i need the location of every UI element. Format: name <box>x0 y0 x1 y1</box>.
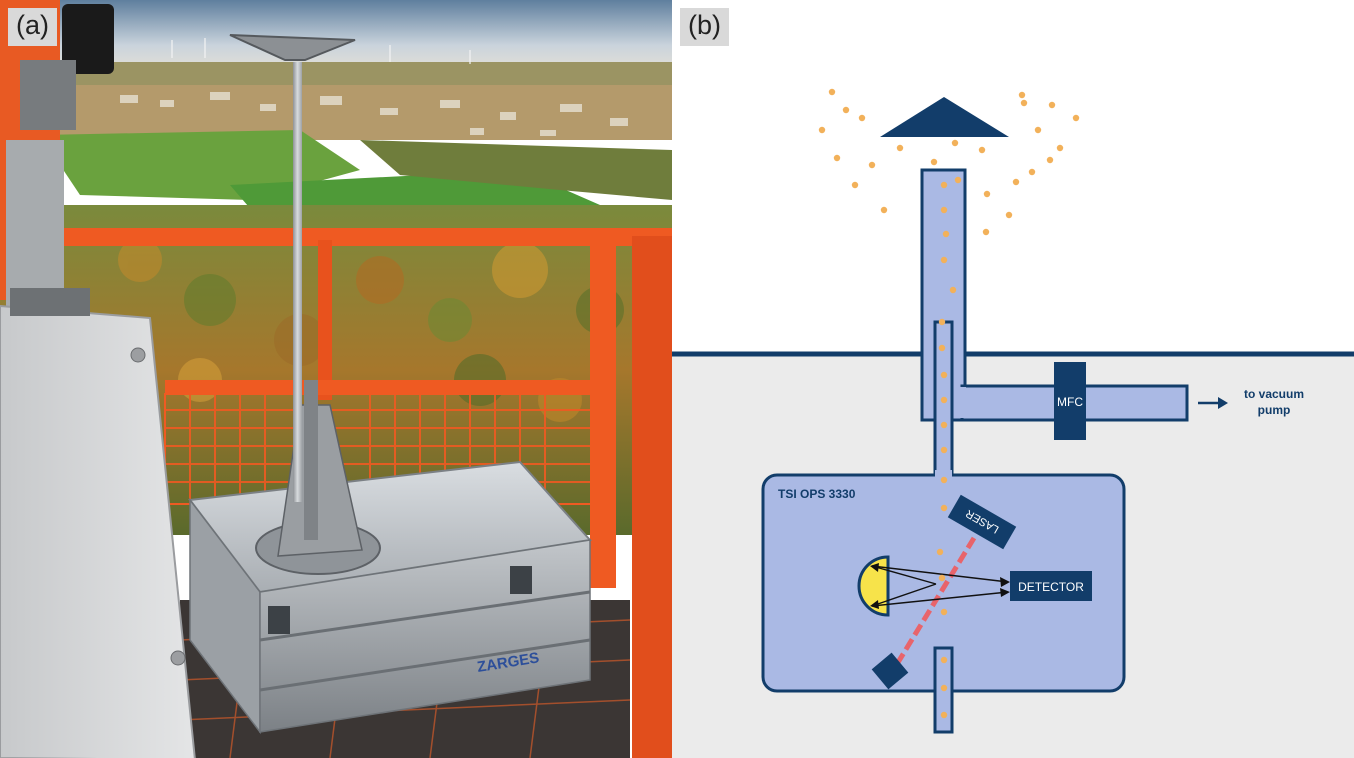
inlet-photo: ZARGES <box>0 0 672 758</box>
town <box>60 85 672 140</box>
particle-dot <box>950 287 956 293</box>
particle-dot <box>859 115 865 121</box>
particle-dot <box>941 609 947 615</box>
box-latch <box>510 566 532 594</box>
panel-label-a: (a) <box>8 8 57 46</box>
mast-panel <box>6 140 64 310</box>
inlet-tube <box>304 380 318 540</box>
particle-dot <box>941 505 947 511</box>
particle-dot <box>1035 127 1041 133</box>
particle-dot <box>1019 92 1025 98</box>
particle-dot <box>1057 145 1063 151</box>
particle-dot <box>937 549 943 555</box>
panel-label-b: (b) <box>680 8 729 46</box>
inlet-schematic: MFC to vacuum pump TSI OPS 3330 LASER DE… <box>672 0 1354 758</box>
particle-dot <box>881 207 887 213</box>
schematic-panel: MFC to vacuum pump TSI OPS 3330 LASER DE… <box>672 0 1354 758</box>
particle-dot <box>939 575 945 581</box>
particle-dot <box>983 229 989 235</box>
mfc-label: MFC <box>1057 395 1083 409</box>
particle-dot <box>1073 115 1079 121</box>
particle-dot <box>939 345 945 351</box>
particle-dot <box>941 397 947 403</box>
railing-corner <box>632 236 672 758</box>
detector-label: DETECTOR <box>1018 580 1084 594</box>
particle-dot <box>931 159 937 165</box>
particle-dot <box>819 127 825 133</box>
particle-dot <box>941 422 947 428</box>
particle-dot <box>939 319 945 325</box>
particle-dot <box>941 257 947 263</box>
particle-dot <box>941 447 947 453</box>
mast-bracket <box>20 60 76 130</box>
photo-panel: ZARGES (a) <box>0 0 672 758</box>
cabinet-screw-2 <box>171 651 185 665</box>
vacuum-label-line1: to vacuum <box>1244 387 1304 401</box>
particle-dot <box>941 685 947 691</box>
particle-dot <box>1021 100 1027 106</box>
box-latch-2 <box>268 606 290 634</box>
particle-dot <box>834 155 840 161</box>
particle-dot <box>1049 102 1055 108</box>
particle-dot <box>943 231 949 237</box>
particle-dot <box>941 477 947 483</box>
inlet-pole <box>293 62 302 502</box>
particle-dot <box>1047 157 1053 163</box>
vacuum-label-line2: pump <box>1258 403 1291 417</box>
particle-dot <box>843 107 849 113</box>
particle-dot <box>1013 179 1019 185</box>
particle-dot <box>829 89 835 95</box>
railing-post-right <box>590 228 616 588</box>
rain-cap-icon <box>880 97 1009 137</box>
cabinet-screw <box>131 348 145 362</box>
particle-dot <box>984 191 990 197</box>
particle-dot <box>979 147 985 153</box>
particle-dot <box>941 182 947 188</box>
particle-dot <box>941 657 947 663</box>
railing-mid <box>165 380 595 394</box>
particle-dot <box>852 182 858 188</box>
railing-post <box>318 240 332 400</box>
particle-dot <box>941 712 947 718</box>
particle-dot <box>1006 212 1012 218</box>
particle-dot <box>955 177 961 183</box>
instrument-label: TSI OPS 3330 <box>778 487 856 501</box>
cabinet-latch <box>10 288 90 316</box>
particle-dot <box>869 162 875 168</box>
particle-dot <box>1029 169 1035 175</box>
particle-dot <box>897 145 903 151</box>
particle-dot <box>952 140 958 146</box>
particle-dot <box>941 372 947 378</box>
particle-dot <box>941 207 947 213</box>
railing-top <box>60 228 672 246</box>
